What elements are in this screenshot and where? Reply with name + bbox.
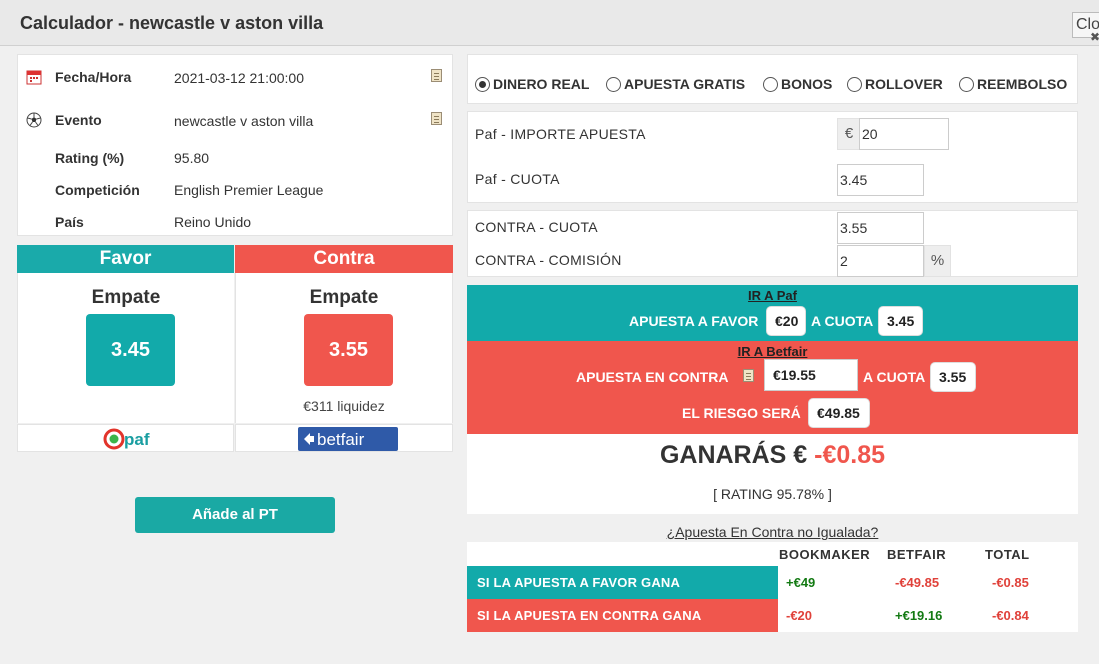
contra-odds[interactable]: 3.55 (304, 314, 393, 386)
competition-label: Competición (55, 182, 140, 198)
stake-label: Paf - IMPORTE APUESTA (475, 126, 646, 142)
datetime-label: Fecha/Hora (55, 69, 132, 85)
radio-reembolso-input[interactable] (959, 77, 974, 92)
column-header: TOTAL (985, 547, 1030, 562)
radio-label: DINERO REAL (493, 76, 590, 92)
lay-instruction-band: IR A Betfair APUESTA EN CONTRA €19.55 A … (467, 341, 1078, 434)
copy-icon[interactable] (431, 69, 442, 82)
lay-stake-input[interactable]: €19.55 (764, 359, 858, 391)
radio-label: ROLLOVER (865, 76, 943, 92)
stake-input[interactable]: 20 (859, 118, 949, 150)
dialog-titlebar: Calculador - newcastle v aston villa (0, 0, 1099, 46)
copy-icon[interactable] (743, 369, 754, 382)
event-label: Evento (55, 112, 102, 128)
commission-label: CONTRA - COMISIÓN (475, 252, 622, 268)
add-to-pt-button[interactable]: Añade al PT (135, 497, 335, 533)
table-cell: -€0.84 (992, 608, 1029, 623)
betfair-logo[interactable]: betfair (298, 427, 398, 451)
back-bet-text: APUESTA A FAVOR (629, 313, 759, 329)
contra-header: Contra (235, 245, 453, 273)
risk-pill: €49.85 (808, 398, 870, 428)
table-cell: -€20 (786, 608, 813, 623)
back-odds-label: Paf - CUOTA (475, 171, 560, 187)
percent-addon: % (924, 245, 951, 277)
column-header: BETFAIR (887, 547, 947, 562)
back-instruction-band: IR A Paf APUESTA A FAVOR €20 A CUOTA 3.4… (467, 285, 1078, 341)
radio-dinero-real[interactable]: DINERO REAL (475, 76, 589, 92)
paf-logo-cell[interactable]: paf (17, 424, 234, 452)
unmatched-lay-link[interactable]: ¿Apuesta En Contra no Igualada? (666, 524, 879, 540)
close-button[interactable]: Close (1072, 12, 1099, 38)
go-to-betfair-link[interactable]: IR A Betfair (737, 344, 808, 359)
lay-bet-text: APUESTA EN CONTRA (576, 369, 729, 385)
rating-value: 95.80 (174, 150, 210, 166)
favor-selection: Empate (91, 287, 161, 308)
betfair-logo-cell[interactable]: betfair (235, 424, 453, 452)
contra-panel: Empate 3.55 €311 liquidez (235, 273, 453, 423)
radio-rollover-input[interactable] (847, 77, 862, 92)
commission-input[interactable]: 2 (837, 245, 924, 277)
go-to-paf-link[interactable]: IR A Paf (748, 288, 797, 303)
back-stake-pill: €20 (766, 306, 806, 336)
event-value: newcastle v aston villa (174, 113, 314, 129)
soccer-ball-icon (26, 112, 42, 128)
table-cell: -€0.85 (992, 575, 1029, 590)
profit-line: GANARÁS € -€0.85 (467, 441, 1078, 470)
lay-odds-input[interactable]: 3.55 (837, 212, 924, 244)
rating-label: Rating (%) (55, 150, 125, 166)
favor-panel: Empate 3.45 (17, 273, 234, 423)
dialog-title: Calculador - newcastle v aston villa (20, 13, 324, 33)
table-cell: +€49 (786, 575, 816, 590)
table-cell: -€49.85 (895, 575, 940, 590)
result-panel: GANARÁS € -€0.85 [ RATING 95.78% ] (467, 434, 1078, 514)
profit-value: -€0.85 (814, 441, 886, 469)
radio-label: APUESTA GRATIS (624, 76, 746, 92)
back-bet-panel (467, 111, 1078, 203)
radio-label: BONOS (781, 76, 833, 92)
column-header: BOOKMAKER (779, 547, 871, 562)
risk-text: EL RIESGO SERÁ (682, 405, 801, 421)
country-value: Reino Unido (174, 214, 252, 230)
radio-reembolso[interactable]: REEMBOLSO (959, 76, 1067, 92)
lay-bet-panel (467, 210, 1078, 277)
profit-label: GANARÁS € (659, 441, 808, 469)
lay-odds-label: CONTRA - CUOTA (475, 219, 598, 235)
row-label-back-wins: SI LA APUESTA A FAVOR GANA (467, 566, 778, 599)
radio-bonos[interactable]: BONOS (763, 76, 832, 92)
svg-text:betfair: betfair (317, 430, 365, 449)
table-cell: +€19.16 (895, 608, 943, 623)
country-label: País (55, 214, 84, 230)
back-odds-input[interactable]: 3.45 (837, 164, 924, 196)
favor-odds[interactable]: 3.45 (86, 314, 175, 386)
close-icon[interactable]: ✖ (1090, 30, 1099, 44)
svg-text:paf: paf (124, 430, 150, 449)
radio-rollover[interactable]: ROLLOVER (847, 76, 943, 92)
back-odds-pill: 3.45 (878, 306, 923, 336)
contra-selection: Empate (309, 287, 379, 308)
paf-logo[interactable]: paf (103, 428, 163, 450)
lay-odds-text: A CUOTA (863, 369, 926, 385)
calendar-icon (26, 70, 42, 85)
radio-apuesta-gratis[interactable]: APUESTA GRATIS (606, 76, 745, 92)
row-label-lay-wins: SI LA APUESTA EN CONTRA GANA (467, 599, 778, 632)
copy-icon[interactable] (431, 112, 442, 125)
radio-label: REEMBOLSO (977, 76, 1068, 92)
event-info-panel: Fecha/Hora 2021-03-12 21:00:00 Evento ne… (17, 54, 453, 236)
radio-dinero-real-input[interactable] (475, 77, 490, 92)
currency-addon: € (837, 118, 861, 150)
back-odds-text: A CUOTA (811, 313, 874, 329)
contra-liquidity: €311 liquidez (303, 398, 385, 414)
outcome-table: BOOKMAKER BETFAIR TOTAL SI LA APUESTA A … (467, 542, 1078, 632)
radio-bonos-input[interactable] (763, 77, 778, 92)
favor-header: Favor (17, 245, 234, 273)
radio-apuesta-gratis-input[interactable] (606, 77, 621, 92)
competition-value: English Premier League (174, 182, 324, 198)
datetime-value: 2021-03-12 21:00:00 (174, 70, 304, 86)
lay-odds-pill: 3.55 (930, 362, 976, 392)
rating-result: [ RATING 95.78% ] (713, 486, 832, 502)
